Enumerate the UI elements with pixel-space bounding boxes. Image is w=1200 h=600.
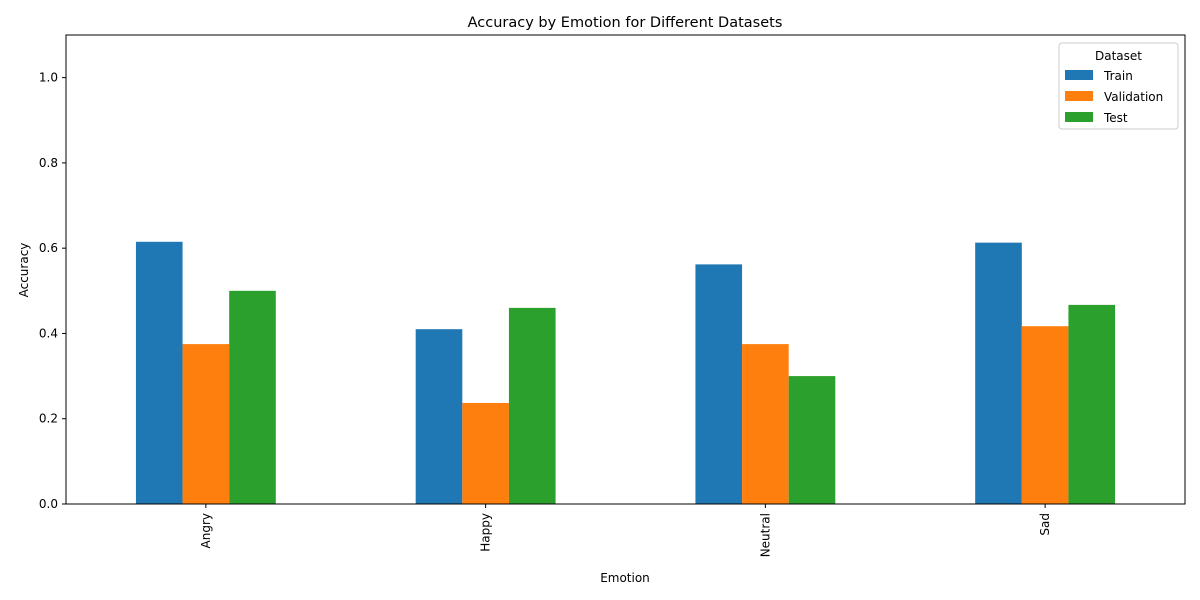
legend-swatch-test — [1065, 112, 1093, 122]
bar-train-happy — [415, 329, 463, 504]
legend-swatch-validation — [1065, 91, 1093, 101]
x-tick-label: Neutral — [758, 513, 772, 557]
legend-title: Dataset — [1095, 49, 1142, 63]
y-tick-label: 0.2 — [39, 412, 58, 426]
y-tick-label: 0.0 — [39, 497, 58, 511]
bar-test-happy — [508, 307, 556, 504]
y-axis-label: Accuracy — [17, 243, 31, 298]
bar-train-neutral — [695, 264, 743, 504]
bar-train-angry — [135, 241, 183, 504]
legend-label-train: Train — [1103, 69, 1133, 83]
bar-test-sad — [1068, 304, 1116, 504]
y-tick-label: 0.8 — [39, 156, 58, 170]
bar-test-neutral — [788, 376, 836, 504]
legend-box — [1058, 42, 1179, 130]
bar-train-sad — [975, 242, 1022, 504]
x-tick-label: Angry — [199, 513, 213, 548]
bar-validation-neutral — [742, 344, 789, 504]
bar-validation-angry — [182, 344, 230, 504]
bar-validation-happy — [462, 402, 509, 504]
y-tick-label: 1.0 — [39, 71, 58, 85]
bar-validation-sad — [1021, 326, 1069, 504]
legend-label-test: Test — [1103, 111, 1128, 125]
chart-title: Accuracy by Emotion for Different Datase… — [468, 15, 783, 31]
y-tick-label: 0.4 — [39, 326, 58, 340]
plot-area: 0.0 0.2 0.4 0.6 0.8 1.0 Angry Happy Neutral Sad — [39, 34, 1186, 557]
plot-frame — [65, 34, 1186, 505]
legend-label-validation: Validation — [1104, 90, 1163, 104]
x-tick-label: Sad — [1038, 513, 1052, 536]
bar-test-angry — [229, 290, 276, 504]
legend: Dataset Train Validation Test — [1058, 42, 1179, 130]
legend-swatch-train — [1065, 70, 1093, 80]
y-tick-label: 0.6 — [39, 241, 58, 255]
x-tick-label: Happy — [479, 513, 493, 552]
x-axis-label: Emotion — [600, 571, 650, 585]
